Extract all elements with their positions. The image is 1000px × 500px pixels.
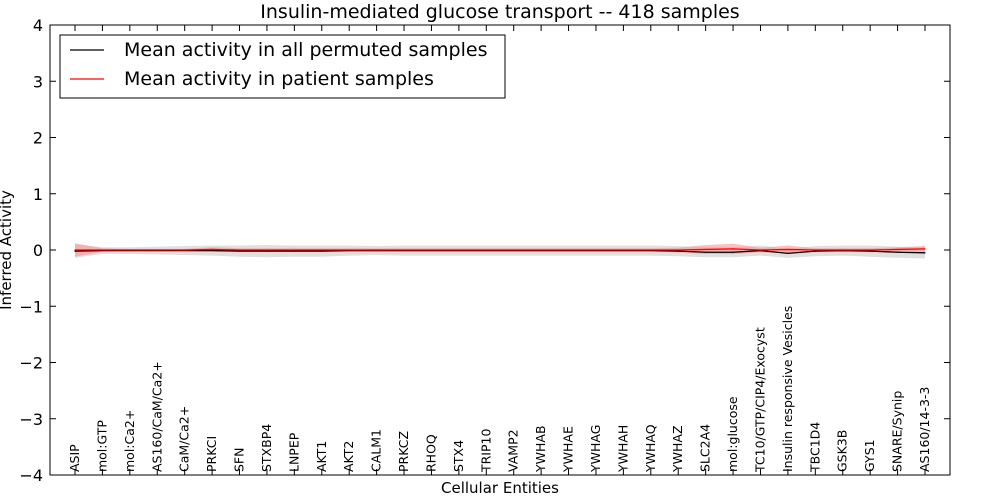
point-series-1 xyxy=(458,249,460,251)
point-series-0 xyxy=(787,252,789,254)
legend-label-permuted: Mean activity in all permuted samples xyxy=(124,39,487,61)
point-series-0 xyxy=(677,250,679,252)
x-tick-label: VAMP2 xyxy=(506,429,521,472)
point-series-1 xyxy=(129,249,131,251)
x-tick-label: SLC2A4 xyxy=(698,424,713,472)
point-series-1 xyxy=(348,249,350,251)
point-series-1 xyxy=(705,248,707,251)
point-series-0 xyxy=(266,250,268,252)
x-tick-label: GSK3B xyxy=(835,430,850,472)
x-tick-label: SFN xyxy=(232,448,247,472)
y-tick-label: −4 xyxy=(19,466,43,485)
point-series-1 xyxy=(924,248,926,250)
x-tick-label: RHOQ xyxy=(423,434,438,472)
y-tick-label: −2 xyxy=(19,354,43,373)
legend-label-patient: Mean activity in patient samples xyxy=(124,68,434,90)
x-tick-label: CALM1 xyxy=(369,429,384,472)
point-series-0 xyxy=(74,250,76,252)
chart-title: Insulin-mediated glucose transport -- 41… xyxy=(260,1,739,23)
point-series-1 xyxy=(759,249,762,251)
point-series-0 xyxy=(924,252,926,254)
y-tick-label: 4 xyxy=(33,16,43,35)
x-tick-label: mol:glucose xyxy=(725,396,740,472)
point-series-1 xyxy=(293,249,295,251)
x-tick-label: YWHAH xyxy=(615,425,630,473)
x-tick-label: PRKCZ xyxy=(396,431,411,472)
point-series-0 xyxy=(211,249,213,252)
x-tick-label: mol:GTP xyxy=(94,420,109,472)
x-tick-label: TC10/GTP/CIP4/Exocyst xyxy=(752,327,767,473)
point-series-1 xyxy=(869,249,871,251)
point-series-0 xyxy=(896,251,899,253)
x-tick-label: YWHAQ xyxy=(643,424,658,473)
point-series-1 xyxy=(567,249,570,251)
point-series-1 xyxy=(403,249,405,251)
x-tick-label: mol:Ca2+ xyxy=(122,410,137,472)
point-series-1 xyxy=(814,249,816,251)
point-series-1 xyxy=(430,249,433,251)
point-series-1 xyxy=(513,249,515,251)
point-series-0 xyxy=(238,250,241,252)
x-tick-label: CaM/Ca2+ xyxy=(177,406,192,472)
x-tick-label: STX4 xyxy=(451,440,466,472)
x-tick-label: PRKCI xyxy=(204,436,219,472)
line-series-1 xyxy=(75,248,926,251)
point-series-1 xyxy=(485,249,487,251)
y-axis-ticks: −4 −3 −2 −1 0 1 2 3 4 xyxy=(19,16,950,485)
point-series-0 xyxy=(321,250,323,252)
x-tick-label: LNPEP xyxy=(286,432,301,472)
x-tick-label: GYS1 xyxy=(862,439,877,472)
y-tick-label: 3 xyxy=(33,72,43,91)
x-tick-label: YWHAZ xyxy=(670,425,685,473)
point-series-1 xyxy=(732,248,734,250)
point-series-1 xyxy=(321,249,323,251)
point-series-1 xyxy=(896,248,899,251)
point-series-1 xyxy=(622,249,624,251)
x-tick-label: AS160/CaM/Ca2+ xyxy=(149,361,164,472)
point-series-1 xyxy=(540,249,542,251)
x-tick-label: ASIP xyxy=(67,444,82,472)
y-tick-label: 0 xyxy=(33,241,43,260)
point-series-1 xyxy=(842,249,844,251)
x-tick-label: SNARE/Synip xyxy=(890,391,905,472)
y-tick-label: −1 xyxy=(19,297,43,316)
x-tick-label: YWHAG xyxy=(588,425,603,473)
point-series-0 xyxy=(814,250,816,252)
y-tick-label: 2 xyxy=(33,129,43,148)
x-tick-label: AS160/14-3-3 xyxy=(917,387,932,472)
x-axis-label: Cellular Entities xyxy=(441,479,559,497)
x-tick-label: YWHAE xyxy=(561,426,576,473)
x-tick-label: YWHAB xyxy=(533,425,548,473)
point-series-0 xyxy=(293,250,295,252)
x-tick-label: Insulin responsive Vesicles xyxy=(780,306,795,472)
point-series-1 xyxy=(266,249,268,251)
x-tick-label: TRIP10 xyxy=(478,429,493,473)
x-tick-label: AKT2 xyxy=(341,441,356,472)
x-tick-label: TBC1D4 xyxy=(807,422,822,473)
point-series-1 xyxy=(101,249,104,251)
point-series-1 xyxy=(595,249,597,251)
y-tick-label: 1 xyxy=(33,185,43,204)
point-series-1 xyxy=(376,249,378,251)
point-series-0 xyxy=(869,250,871,252)
x-tick-label: AKT1 xyxy=(314,441,329,472)
series-lines xyxy=(74,248,926,255)
x-axis-ticks: ASIP mol:GTP mol:Ca2+ AS160/CaM/Ca2+ CaM/Ca2… xyxy=(67,25,932,475)
y-tick-label: −3 xyxy=(19,410,43,429)
legend: Mean activity in all permuted samples Me… xyxy=(59,34,506,99)
point-series-1 xyxy=(677,249,679,251)
point-series-0 xyxy=(732,251,734,253)
point-series-1 xyxy=(787,248,789,251)
point-series-1 xyxy=(238,249,241,251)
point-series-1 xyxy=(650,249,652,251)
point-series-1 xyxy=(74,249,76,251)
point-series-1 xyxy=(156,249,158,251)
point-series-1 xyxy=(184,249,186,251)
point-series-0 xyxy=(705,251,707,253)
y-axis-label: Inferred Activity xyxy=(0,190,15,310)
x-tick-label: STXBP4 xyxy=(259,424,274,472)
legend-box xyxy=(59,34,506,99)
point-series-1 xyxy=(211,248,213,251)
